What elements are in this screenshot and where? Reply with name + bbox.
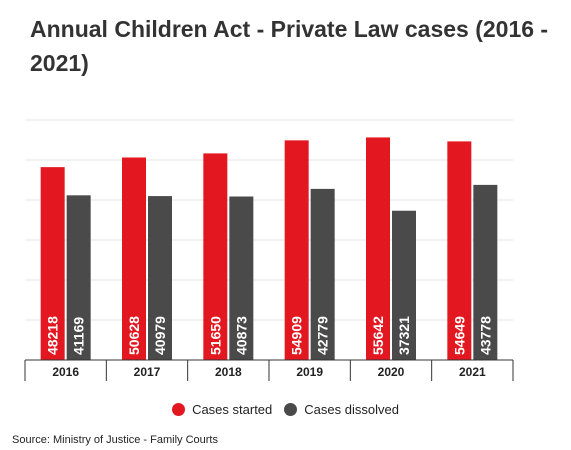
x-tick-label-2017: 2017 — [134, 365, 161, 379]
x-tick-label-2018: 2018 — [215, 365, 242, 379]
data-label-dissolved-2021: 43778 — [477, 316, 493, 355]
legend: Cases started Cases dissolved — [0, 402, 571, 417]
bar-dissolved-2017 — [148, 196, 172, 360]
data-label-dissolved-2018: 40873 — [233, 316, 249, 355]
x-tick-label-2019: 2019 — [296, 365, 323, 379]
bar-started-2019 — [284, 140, 309, 360]
bar-dissolved-2016 — [66, 195, 91, 360]
data-label-started-2021: 54649 — [451, 316, 467, 355]
legend-swatch-dissolved — [284, 403, 298, 416]
chart-title: Annual Children Act - Private Law cases … — [30, 16, 549, 76]
bars: 48218 41169 50628 40979 51650 40873 54909 42779… — [40, 137, 498, 360]
gridlines — [25, 119, 513, 321]
legend-item-dissolved: Cases dissolved — [284, 402, 399, 417]
x-tick-label-2020: 2020 — [378, 365, 405, 379]
data-label-dissolved-2019: 42779 — [315, 316, 331, 355]
bar-started-2016 — [40, 167, 65, 360]
bar-started-2018 — [203, 153, 228, 360]
data-label-started-2016: 48218 — [45, 316, 61, 355]
x-tick-label-2016: 2016 — [52, 365, 79, 379]
bar-started-2021 — [447, 141, 472, 360]
bar-dissolved-2019 — [310, 188, 335, 360]
bar-dissolved-2020 — [392, 210, 416, 360]
legend-label-dissolved: Cases dissolved — [304, 402, 399, 417]
x-axis: 2016 2017 2018 2019 2020 2021 — [24, 359, 514, 381]
data-label-started-2020: 55642 — [370, 316, 386, 355]
bar-dissolved-2021 — [473, 184, 498, 360]
legend-swatch-started — [172, 403, 186, 416]
data-label-started-2019: 54909 — [289, 316, 305, 355]
legend-label-started: Cases started — [192, 402, 273, 417]
bar-dissolved-2018 — [229, 196, 254, 360]
data-label-started-2018: 51650 — [207, 316, 223, 355]
bar-started-2020 — [366, 137, 390, 360]
source-note: Source: Ministry of Justice - Family Cou… — [12, 434, 218, 446]
x-tick-label-2021: 2021 — [459, 365, 486, 379]
bar-started-2017 — [122, 157, 146, 360]
data-label-dissolved-2016: 41169 — [71, 317, 87, 355]
legend-item-started: Cases started — [172, 402, 272, 417]
data-label-dissolved-2017: 40979 — [152, 316, 168, 355]
data-label-dissolved-2020: 37321 — [396, 316, 412, 355]
bar-chart: 48218 41169 50628 40979 51650 40873 54909 42779… — [24, 119, 514, 381]
data-label-started-2017: 50628 — [126, 316, 142, 355]
